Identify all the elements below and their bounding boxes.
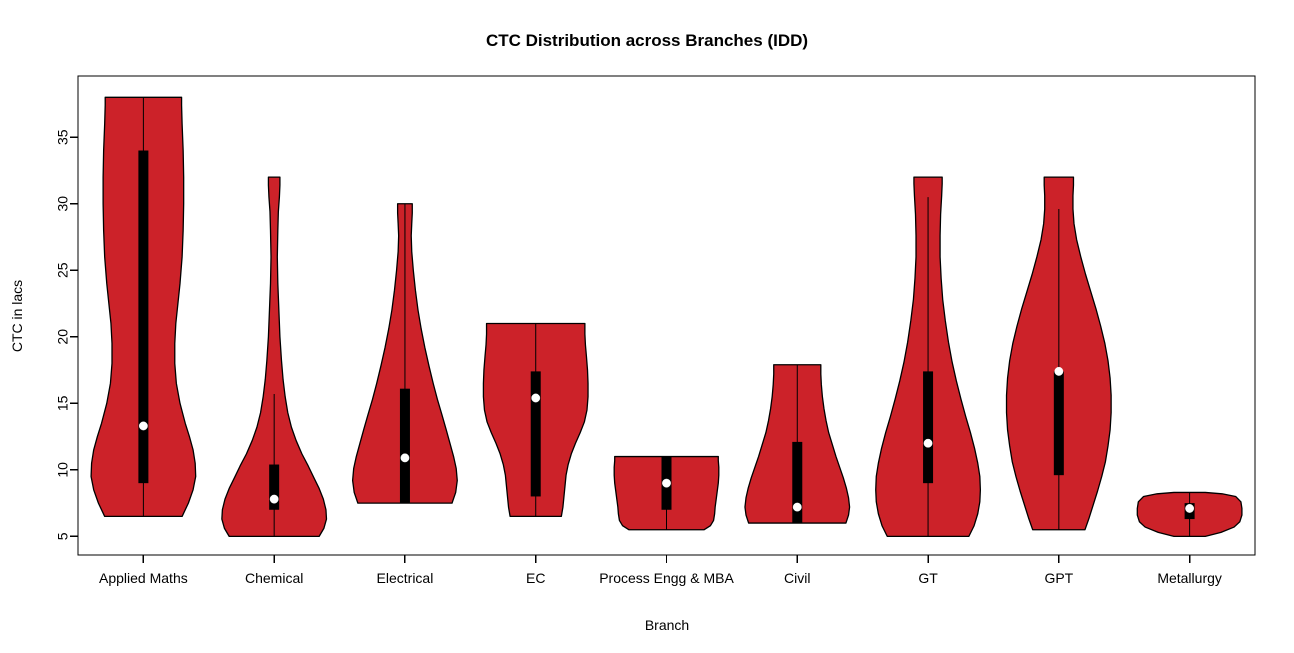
- x-tick-label-applied-maths: Applied Maths: [99, 570, 188, 586]
- x-tick-label-gpt: GPT: [1044, 570, 1073, 586]
- y-tick-label: 30: [55, 196, 71, 212]
- iqr-box: [923, 371, 934, 484]
- y-axis-title: CTC in lacs: [9, 280, 25, 352]
- violin-process-engg-mba: [613, 455, 720, 531]
- violin-chemical: [221, 176, 328, 538]
- iqr-box: [1053, 371, 1064, 476]
- x-tick-label-chemical: Chemical: [245, 570, 303, 586]
- median-point: [531, 393, 541, 403]
- median-point: [662, 478, 671, 488]
- violin-applied-maths: [90, 96, 197, 518]
- violin-ec: [482, 322, 589, 518]
- x-tick-label-electrical: Electrical: [377, 570, 434, 586]
- y-tick-label: 20: [55, 329, 71, 345]
- median-point: [400, 453, 410, 463]
- x-tick-label-civil: Civil: [784, 570, 810, 586]
- x-tick-label-metallurgy: Metallurgy: [1157, 570, 1222, 586]
- x-tick-label-process-engg-mba: Process Engg & MBA: [599, 570, 734, 586]
- median-point: [1185, 504, 1195, 513]
- iqr-box: [530, 371, 541, 497]
- median-point: [138, 421, 148, 431]
- violin-gpt: [1005, 176, 1112, 531]
- median-point: [269, 494, 279, 504]
- violin-electrical: [351, 203, 458, 504]
- iqr-box: [792, 441, 803, 524]
- y-tick-label: 10: [55, 462, 71, 478]
- iqr-box: [399, 388, 410, 504]
- y-tick-label: 5: [55, 532, 71, 540]
- violin-gt: [875, 176, 982, 538]
- x-tick-label-gt: GT: [918, 570, 938, 586]
- iqr-box: [269, 464, 280, 510]
- violin-series-group: [90, 96, 1243, 538]
- x-axis-title: Branch: [645, 617, 689, 633]
- iqr-box: [138, 150, 149, 484]
- violin-metallurgy: [1136, 491, 1243, 538]
- y-tick-label: 25: [55, 262, 71, 278]
- y-axis: 5 10 15 20 25 30 35: [55, 129, 78, 540]
- x-axis: Applied Maths Chemical Electrical EC Process…: [99, 555, 1222, 586]
- violin-density-shape: [221, 176, 328, 538]
- median-point: [792, 502, 802, 512]
- y-tick-label: 15: [55, 395, 71, 411]
- x-tick-label-ec: EC: [526, 570, 545, 586]
- median-point: [1054, 366, 1064, 376]
- median-point: [923, 438, 933, 448]
- chart-title: CTC Distribution across Branches (IDD): [486, 31, 808, 50]
- violin-civil: [744, 364, 851, 524]
- y-tick-label: 35: [55, 129, 71, 145]
